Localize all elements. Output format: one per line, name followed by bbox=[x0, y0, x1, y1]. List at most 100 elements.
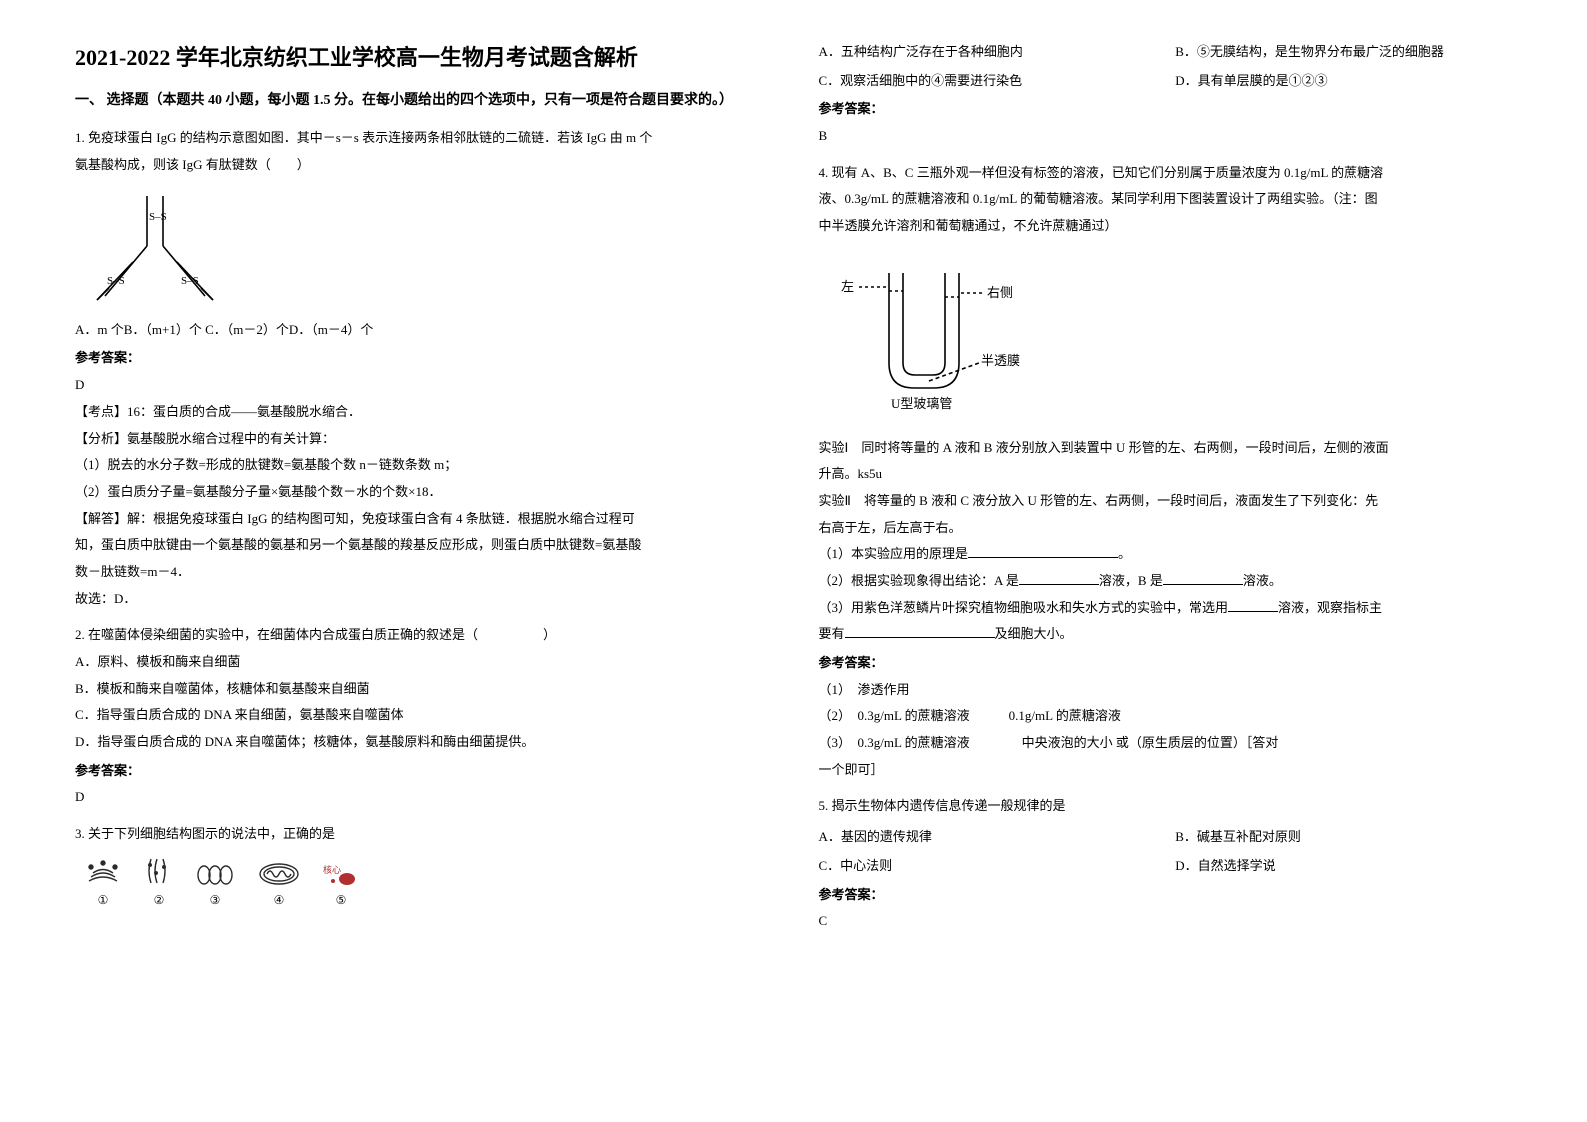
u-tube-svg: 左 右侧 半透膜 U型玻璃管 bbox=[819, 253, 1039, 413]
ribosome-icon: 核心 bbox=[323, 861, 359, 887]
q4-sub3a: （3）用紫色洋葱鳞片叶探究植物细胞吸水和失水方式的实验中，常选用 bbox=[819, 600, 1229, 615]
q5-answer-label: 参考答案： bbox=[819, 883, 1513, 908]
blank bbox=[1163, 571, 1243, 585]
q3-icon-3: ③ bbox=[195, 863, 235, 912]
q2-opt-b: B．模板和酶来自噬菌体，核糖体和氨基酸来自细菌 bbox=[75, 677, 769, 702]
q3-icon-2: ② bbox=[145, 855, 173, 912]
svg-text:U型玻璃管: U型玻璃管 bbox=[891, 396, 952, 411]
q4-sub2a: （2）根据实验现象得出结论：A 是 bbox=[819, 573, 1019, 588]
q3-num4: ④ bbox=[274, 889, 285, 912]
svg-text:右侧: 右侧 bbox=[987, 285, 1013, 300]
q1-stem-line1: 1. 免疫球蛋白 IgG 的结构示意图如图．其中－s－s 表示连接两条相邻肽链的… bbox=[75, 126, 769, 151]
q1-exp-fx: 【分析】氨基酸脱水缩合过程中的有关计算： bbox=[75, 427, 769, 452]
q2-answer-label: 参考答案： bbox=[75, 759, 769, 784]
q4-sub3b: 溶液，观察指标主 bbox=[1278, 600, 1382, 615]
q1-exp-kd-text: 16：蛋白质的合成——氨基酸脱水缩合． bbox=[127, 404, 361, 419]
svg-text:半透膜: 半透膜 bbox=[981, 353, 1020, 368]
q4-sub1-text: （1）本实验应用的原理是 bbox=[819, 546, 969, 561]
question-4: 4. 现有 A、B、C 三瓶外观一样但没有标签的溶液，已知它们分别属于质量浓度为… bbox=[819, 161, 1513, 785]
q3-opt-c: C．观察活细胞中的④需要进行染色 bbox=[819, 69, 1156, 94]
q1-exp-line1: （1）脱去的水分子数=形成的肽键数=氨基酸个数 n－链数条数 m； bbox=[75, 453, 769, 478]
q2-opt-a: A．原料、模板和酶来自细菌 bbox=[75, 650, 769, 675]
question-5: 5. 揭示生物体内遗传信息传递一般规律的是 A．基因的遗传规律 B．碱基互补配对… bbox=[819, 794, 1513, 935]
mitochondria-icon bbox=[257, 861, 301, 887]
q3-icon-1: ① bbox=[83, 859, 123, 912]
q4-ans2: （2） 0.3g/mL 的蔗糖溶液 0.1g/mL 的蔗糖溶液 bbox=[819, 704, 1513, 729]
question-2: 2. 在噬菌体侵染细菌的实验中，在细菌体内合成蛋白质正确的叙述是（ ） A．原料… bbox=[75, 623, 769, 812]
blank bbox=[968, 544, 1118, 558]
q4-answer-label: 参考答案： bbox=[819, 651, 1513, 676]
right-column: A．五种结构广泛存在于各种细胞内 B．⑤无膜结构，是生物界分布最广泛的细胞器 C… bbox=[794, 40, 1538, 1082]
q4-stem2: 液、0.3g/mL 的蔗糖溶液和 0.1g/mL 的葡萄糖溶液。某同学利用下图装… bbox=[819, 187, 1513, 212]
svg-text:左: 左 bbox=[841, 279, 854, 294]
q3-num1: ① bbox=[98, 889, 109, 912]
q4-sub3d: 及细胞大小。 bbox=[995, 626, 1073, 641]
q4-sub1: （1）本实验应用的原理是 。 bbox=[819, 542, 1513, 567]
q4-stem3: 中半透膜允许溶剂和葡萄糖通过，不允许蔗糖通过） bbox=[819, 214, 1513, 239]
q4-exp2b: 右高于左，后左高于右。 bbox=[819, 516, 1513, 541]
q4-exp1b: 升高。ks5u bbox=[819, 462, 1513, 487]
q4-sub3-line2: 要有 及细胞大小。 bbox=[819, 622, 1513, 647]
q1-options: A．m 个B．（m+1）个 C．（m－2）个D．（m－4）个 bbox=[75, 318, 769, 343]
q3-num3: ③ bbox=[210, 889, 221, 912]
q5-stem: 5. 揭示生物体内遗传信息传递一般规律的是 bbox=[819, 794, 1513, 819]
q5-opt-b: B．碱基互补配对原则 bbox=[1175, 825, 1512, 850]
q1-exp-kd: 【考点】16：蛋白质的合成——氨基酸脱水缩合． bbox=[75, 400, 769, 425]
q3-num5: ⑤ bbox=[336, 889, 347, 912]
blank bbox=[1228, 598, 1278, 612]
golgi-icon bbox=[83, 859, 123, 887]
q4-exp1a: 实验Ⅰ 同时将等量的 A 液和 B 液分别放入到装置中 U 形管的左、右两侧，一… bbox=[819, 436, 1513, 461]
q1-exp-jd: 【解答】解：根据免疫球蛋白 IgG 的结构图可知，免疫球蛋白含有 4 条肽链．根… bbox=[75, 507, 769, 532]
section-1-header: 一、 选择题（本题共 40 小题，每小题 1.5 分。在每小题给出的四个选项中，… bbox=[75, 90, 769, 112]
q1-answer-label: 参考答案： bbox=[75, 346, 769, 371]
q3-answer: B bbox=[819, 124, 1513, 149]
q5-opt-d: D．自然选择学说 bbox=[1175, 854, 1512, 879]
q1-exp-fx-label: 【分析】 bbox=[75, 431, 127, 446]
q3-opt-b: B．⑤无膜结构，是生物界分布最广泛的细胞器 bbox=[1175, 40, 1512, 65]
q4-sub3c: 要有 bbox=[819, 626, 845, 641]
igg-svg: S–S S–S S–S bbox=[75, 188, 235, 308]
q4-stem1: 4. 现有 A、B、C 三瓶外观一样但没有标签的溶液，已知它们分别属于质量浓度为… bbox=[819, 161, 1513, 186]
q1-exp-kd-label: 【考点】 bbox=[75, 404, 127, 419]
q1-exp-fx-text: 氨基酸脱水缩合过程中的有关计算： bbox=[127, 431, 335, 446]
q1-exp-jd2: 知，蛋白质中肽键由一个氨基酸的氨基和另一个氨基酸的羧基反应形成，则蛋白质中肽键数… bbox=[75, 533, 769, 558]
left-column: 2021-2022 学年北京纺织工业学校高一生物月考试题含解析 一、 选择题（本… bbox=[50, 40, 794, 1082]
q1-answer: D bbox=[75, 373, 769, 398]
q3-num2: ② bbox=[154, 889, 165, 912]
question-3-options: A．五种结构广泛存在于各种细胞内 B．⑤无膜结构，是生物界分布最广泛的细胞器 C… bbox=[819, 40, 1513, 151]
q2-opt-c: C．指导蛋白质合成的 DNA 来自细菌，氨基酸来自噬菌体 bbox=[75, 703, 769, 728]
q3-icon-5: 核心 ⑤ bbox=[323, 861, 359, 912]
q4-ans1: （1） 渗透作用 bbox=[819, 678, 1513, 703]
exam-title: 2021-2022 学年北京纺织工业学校高一生物月考试题含解析 bbox=[75, 40, 769, 72]
q3-opt-a: A．五种结构广泛存在于各种细胞内 bbox=[819, 40, 1156, 65]
q2-opt-d: D．指导蛋白质合成的 DNA 来自噬菌体；核糖体，氨基酸原料和酶由细菌提供。 bbox=[75, 730, 769, 755]
svg-text:核心: 核心 bbox=[323, 864, 341, 875]
q3-answer-label: 参考答案： bbox=[819, 97, 1513, 122]
q1-exp-jd3: 数－肽链数=m－4． bbox=[75, 560, 769, 585]
q2-answer: D bbox=[75, 785, 769, 810]
q4-sub2b: 溶液，B 是 bbox=[1099, 573, 1163, 588]
svg-text:S–S: S–S bbox=[181, 275, 199, 287]
blank bbox=[845, 624, 995, 638]
igg-diagram: S–S S–S S–S bbox=[75, 188, 235, 308]
q3-stem: 3. 关于下列细胞结构图示的说法中，正确的是 bbox=[75, 822, 769, 847]
q1-exp-jd4: 故选：D． bbox=[75, 587, 769, 612]
question-1: 1. 免疫球蛋白 IgG 的结构示意图如图．其中－s－s 表示连接两条相邻肽链的… bbox=[75, 126, 769, 613]
q4-exp2a: 实验Ⅱ 将等量的 B 液和 C 液分放入 U 形管的左、右两侧，一段时间后，液面… bbox=[819, 489, 1513, 514]
q1-exp-jd1: 解：根据免疫球蛋白 IgG 的结构图可知，免疫球蛋白含有 4 条肽链．根据脱水缩… bbox=[127, 511, 635, 526]
u-tube-diagram: 左 右侧 半透膜 U型玻璃管 bbox=[819, 253, 1513, 422]
q5-opt-c: C．中心法则 bbox=[819, 854, 1156, 879]
blank bbox=[1019, 571, 1099, 585]
q4-ans3b: 一个即可］ bbox=[819, 758, 1513, 783]
q4-sub2c: 溶液。 bbox=[1243, 573, 1282, 588]
q2-stem: 2. 在噬菌体侵染细菌的实验中，在细菌体内合成蛋白质正确的叙述是（ ） bbox=[75, 623, 769, 648]
question-3: 3. 关于下列细胞结构图示的说法中，正确的是 ① bbox=[75, 822, 769, 915]
q5-answer: C bbox=[819, 909, 1513, 934]
q4-sub3-line1: （3）用紫色洋葱鳞片叶探究植物细胞吸水和失水方式的实验中，常选用 溶液，观察指标主 bbox=[819, 596, 1513, 621]
q4-sub2: （2）根据实验现象得出结论：A 是 溶液，B 是 溶液。 bbox=[819, 569, 1513, 594]
q4-ans3: （3） 0.3g/mL 的蔗糖溶液 中央液泡的大小 或（原生质层的位置）［答对 bbox=[819, 731, 1513, 756]
er-icon bbox=[145, 855, 173, 887]
q4-sub1-end: 。 bbox=[1118, 546, 1131, 561]
q3-icons-row: ① ② bbox=[83, 855, 769, 912]
q1-exp-jd-label: 【解答】 bbox=[75, 511, 127, 526]
